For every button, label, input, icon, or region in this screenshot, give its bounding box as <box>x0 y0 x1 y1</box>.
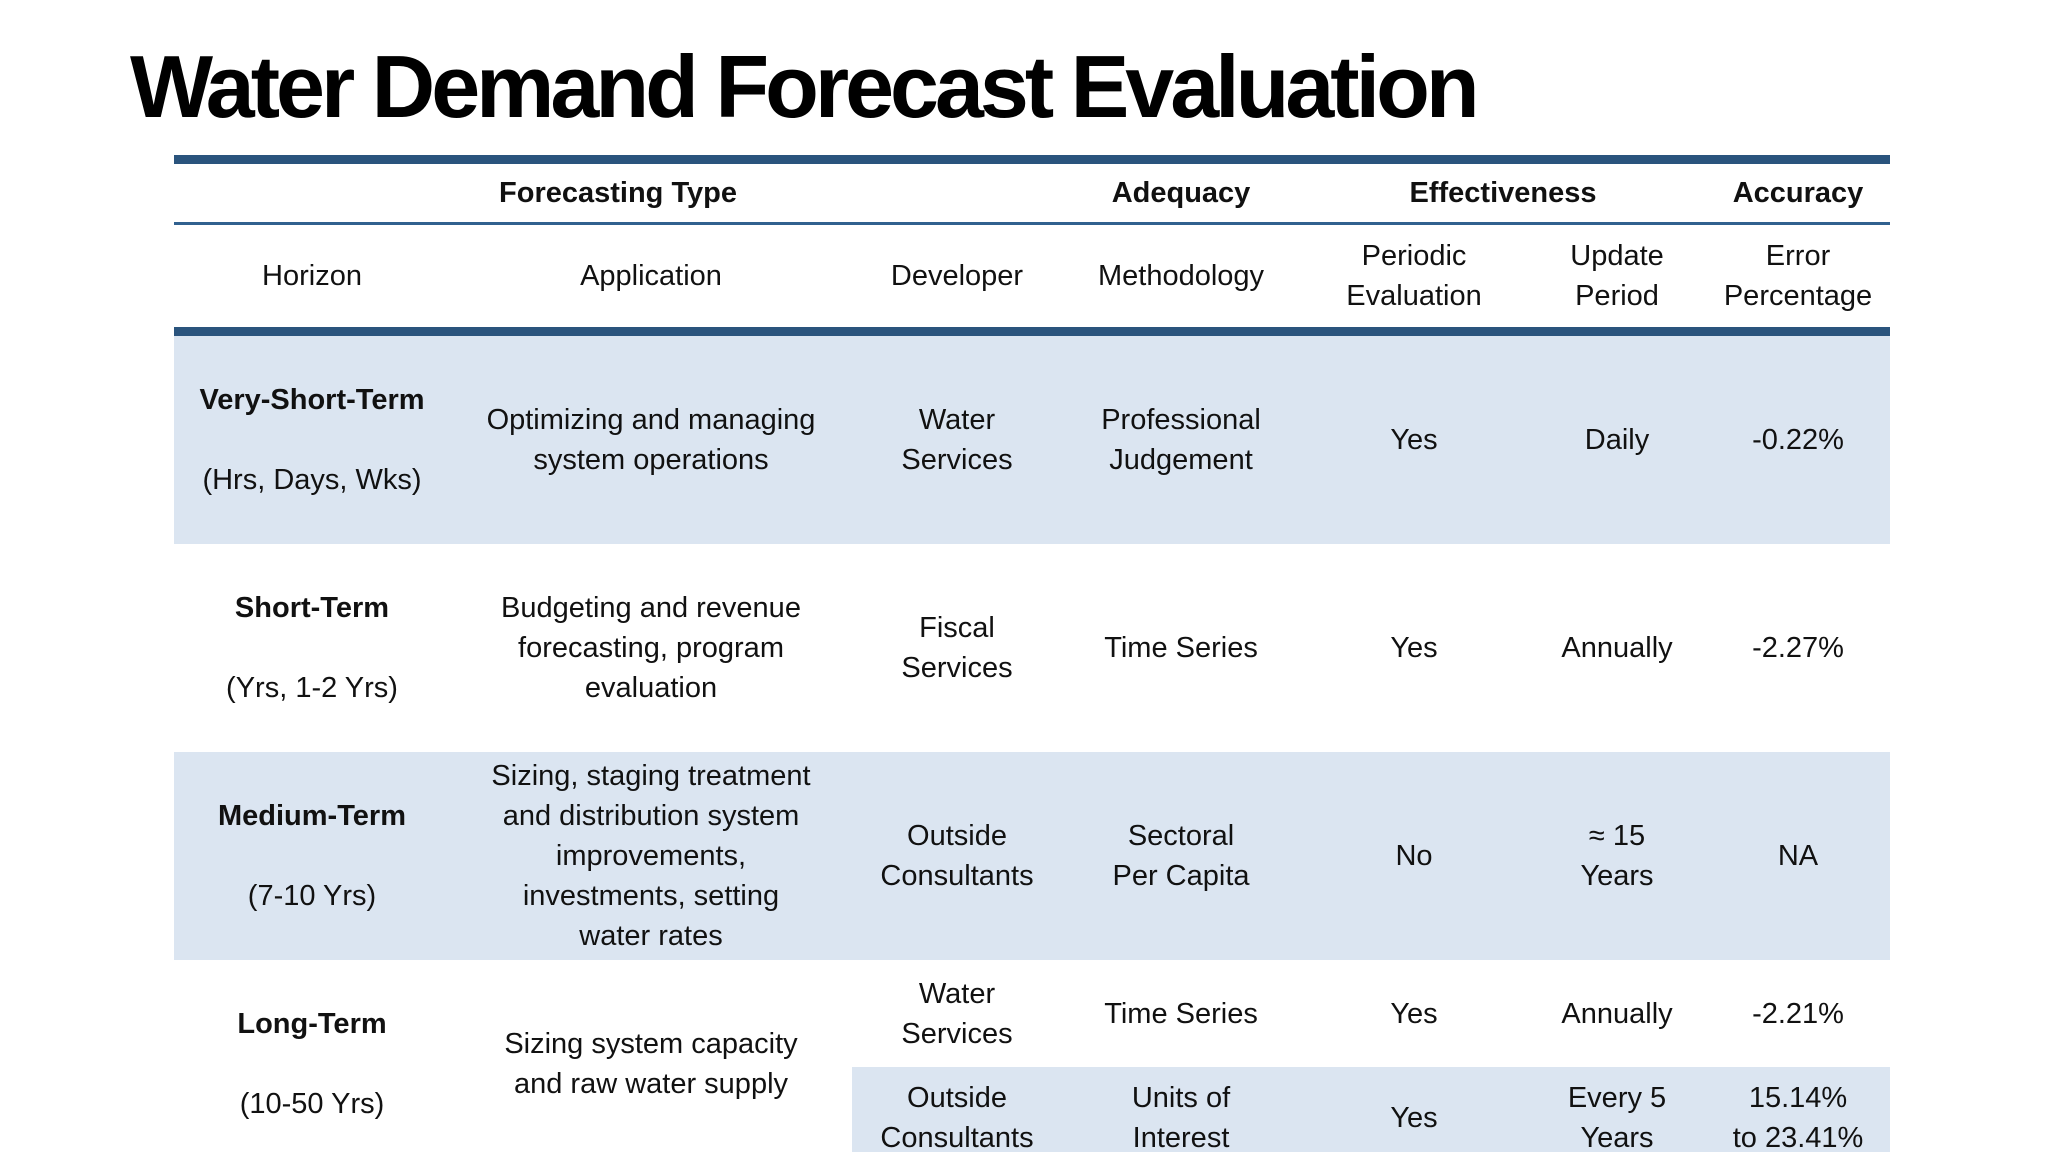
col-header-application: Application <box>450 223 852 336</box>
cell-r0-periodic-evaluation: Yes <box>1300 331 1529 545</box>
horizon-range: (Hrs, Days, Wks) <box>202 464 422 497</box>
cell-r1-periodic-evaluation: Yes <box>1390 632 1438 665</box>
table-row-very-short-term: Very-Short-Term (Hrs, Days, Wks) Optimiz… <box>174 331 1891 545</box>
col-header-error-percentage: Error Percentage <box>1706 223 1891 336</box>
cell-r2-horizon: Medium-Term (7-10 Yrs) <box>174 752 450 961</box>
cell-r1-error-percentage: -2.27% <box>1752 632 1844 665</box>
cell-r3b-methodology: Units of Interest <box>1062 1067 1301 1152</box>
table-row-short-term: Short-Term (Yrs, 1-2 Yrs) Budgeting and … <box>174 544 1890 752</box>
cell-r2-developer: Outside Consultants <box>852 752 1063 961</box>
horizon-term: Very-Short-Term <box>199 384 425 417</box>
cell-r3b-error-percentage: 15.14% to 23.41% <box>1706 1067 1891 1152</box>
col-header-developer: Developer <box>852 223 1063 336</box>
cell-r3a-periodic-evaluation: Yes <box>1390 997 1438 1030</box>
horizon-range: (Yrs, 1-2 Yrs) <box>226 672 398 705</box>
cell-r0-update-period: Daily <box>1528 331 1707 545</box>
cell-r1-developer: Fiscal Services <box>901 612 1013 685</box>
cell-r2-periodic-evaluation: No <box>1300 752 1529 961</box>
horizon-range: (7-10 Yrs) <box>247 880 377 913</box>
cell-r1-application: Budgeting and revenue forecasting, progr… <box>501 592 801 705</box>
table-row-long-term-outside-consultants: Outside Consultants Units of Interest Ye… <box>174 1067 1891 1152</box>
horizon-range: (10-50 Yrs) <box>239 1088 385 1121</box>
col-header-methodology: Methodology <box>1062 223 1301 336</box>
cell-r3b-update-period: Every 5 Years <box>1528 1067 1707 1152</box>
cell-r0-methodology: Professional Judgement <box>1062 331 1301 545</box>
cell-r2-error-percentage: NA <box>1706 752 1891 961</box>
cell-r3a-developer: Water Services <box>901 977 1013 1050</box>
group-header-row: Forecasting Type Adequacy Effectiveness … <box>174 159 1891 225</box>
cell-r1-update-period: Annually <box>1561 632 1673 665</box>
group-header-effectiveness: Effectiveness <box>1300 159 1707 225</box>
cell-r3-horizon: Long-Term (10-50 Yrs) <box>174 960 450 1152</box>
cell-r0-application: Optimizing and managing system operation… <box>450 331 852 545</box>
horizon-term: Short-Term <box>234 592 390 625</box>
cell-r0-error-percentage: -0.22% <box>1706 331 1891 545</box>
cell-r3a-methodology: Time Series <box>1104 997 1258 1030</box>
cell-r3b-developer: Outside Consultants <box>852 1067 1063 1152</box>
table-row-medium-term: Medium-Term (7-10 Yrs) Sizing, staging t… <box>174 752 1891 961</box>
cell-r1-methodology: Time Series <box>1104 632 1258 665</box>
cell-r2-methodology: Sectoral Per Capita <box>1062 752 1301 961</box>
col-header-horizon: Horizon <box>174 223 450 336</box>
cell-r3-application: Sizing system capacity and raw water sup… <box>504 1028 798 1101</box>
cell-r0-developer: Water Services <box>852 331 1063 545</box>
horizon-term: Long-Term <box>237 1008 387 1041</box>
group-header-forecasting-type: Forecasting Type <box>174 159 1063 225</box>
group-header-accuracy: Accuracy <box>1706 159 1891 225</box>
cell-r3a-update-period: Annually <box>1561 997 1673 1030</box>
cell-r2-update-period: ≈ 15 Years <box>1528 752 1707 961</box>
cell-r3a-error-percentage: -2.21% <box>1752 997 1844 1030</box>
col-header-periodic-evaluation: Periodic Evaluation <box>1300 223 1529 336</box>
forecast-table: Forecasting Type Adequacy Effectiveness … <box>174 155 1891 1152</box>
col-header-update-period: Update Period <box>1528 223 1707 336</box>
page-title: Water Demand Forecast Evaluation <box>130 37 1480 136</box>
cell-r2-application: Sizing, staging treatment and distributi… <box>450 752 852 961</box>
group-header-adequacy: Adequacy <box>1062 159 1301 225</box>
cell-r1-horizon: Short-Term (Yrs, 1-2 Yrs) <box>174 544 450 752</box>
table-row-long-term-water-services: Long-Term (10-50 Yrs) Sizing system capa… <box>174 960 1890 1121</box>
horizon-term: Medium-Term <box>218 800 406 833</box>
column-header-row: Horizon Application Developer Methodolog… <box>174 223 1891 336</box>
cell-r3b-periodic-evaluation: Yes <box>1300 1067 1529 1152</box>
cell-r0-horizon: Very-Short-Term (Hrs, Days, Wks) <box>174 331 450 545</box>
